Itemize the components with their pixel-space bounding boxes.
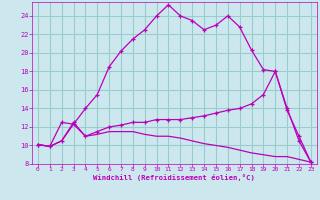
X-axis label: Windchill (Refroidissement éolien,°C): Windchill (Refroidissement éolien,°C)	[93, 174, 255, 181]
